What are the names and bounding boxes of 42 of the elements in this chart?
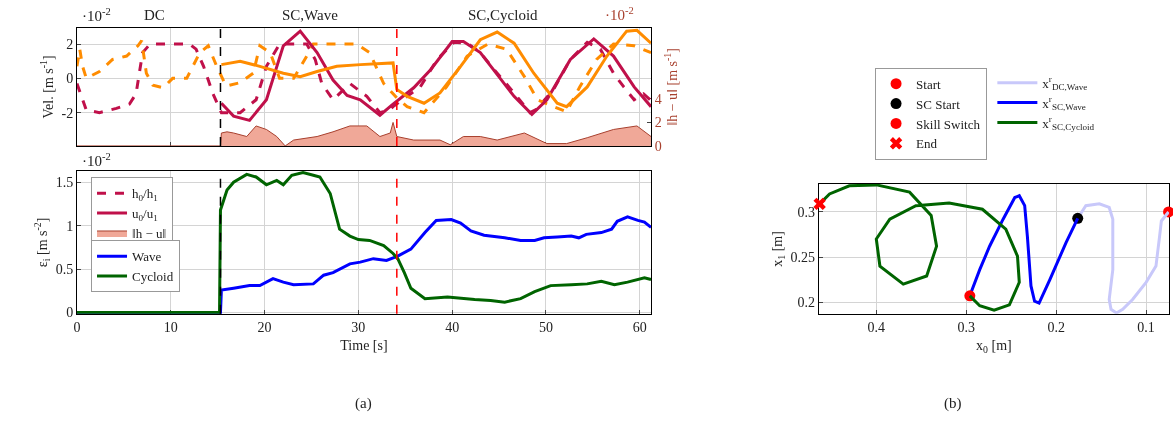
x-tick-label: 60 <box>632 319 647 335</box>
legend-label: Wave <box>132 249 162 265</box>
legend-label: Cycloid <box>132 269 174 285</box>
y-tick-label: 0 <box>66 305 74 321</box>
text: ·10$^{-2}$ <box>82 151 111 170</box>
x-axis-title: x$_{0}$ [m] <box>976 337 1012 355</box>
text: DC <box>144 7 165 23</box>
x-tick-label: 0.1 <box>1137 319 1155 335</box>
text: (a) <box>355 395 372 412</box>
legend-label: u$_{0}$/u$_{1}$ <box>132 206 158 223</box>
x-tick-label: 0.4 <box>867 319 886 335</box>
y-tick-label: 1 <box>66 218 74 234</box>
text: SC,Wave <box>282 7 339 23</box>
legend-label: ‖h − u‖ <box>132 226 167 242</box>
y2-tick-label: 2 <box>654 115 662 131</box>
y-tick-label: 1.5 <box>55 175 74 191</box>
y-tick-label: 2 <box>66 36 74 52</box>
x-tick-label: 50 <box>538 319 553 335</box>
x-tick-label: 0.3 <box>957 319 975 335</box>
text: SC,Cycloid <box>468 7 539 23</box>
legend-label: h$_{0}$/h$_{1}$ <box>132 186 158 203</box>
legend-label: Start <box>916 76 941 92</box>
legend-label: End <box>916 136 938 152</box>
x-tick-label: 30 <box>351 319 366 335</box>
y-tick-label: 0.2 <box>797 295 815 311</box>
x-tick-label: 40 <box>445 319 460 335</box>
y2-tick-label: 4 <box>654 91 662 107</box>
text: ·10$^{-2}$ <box>605 5 634 24</box>
legend-label: SC Start <box>916 96 961 112</box>
y-tick-label: 0.25 <box>790 249 815 265</box>
y2-tick-label: 0 <box>654 138 662 154</box>
text: (b) <box>944 395 962 412</box>
x-tick-label: 0.2 <box>1047 319 1065 335</box>
x-axis-title: Time [s] <box>340 337 388 353</box>
y-tick-label: 0.3 <box>797 204 815 220</box>
y-tick-label: -2 <box>61 105 74 121</box>
text: ·10$^{-2}$ <box>82 6 111 25</box>
y-tick-label: 0.5 <box>55 262 74 277</box>
x-tick-label: 10 <box>163 319 178 335</box>
legend-label: Skill Switch <box>916 116 981 132</box>
x-tick-label: 20 <box>257 319 272 335</box>
y-tick-label: 0 <box>66 71 74 87</box>
